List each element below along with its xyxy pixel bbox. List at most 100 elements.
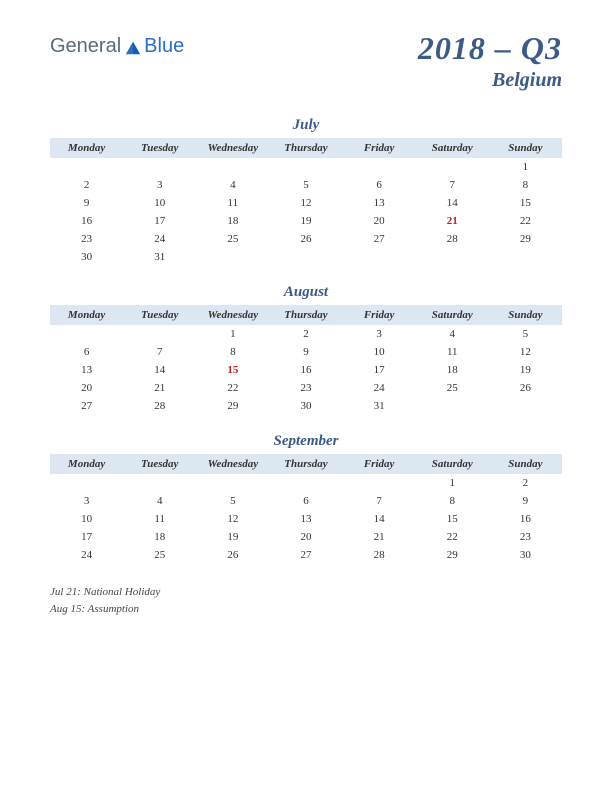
calendar-cell: 17	[123, 212, 196, 230]
calendar-row: 1	[50, 158, 562, 176]
day-header: Saturday	[416, 305, 489, 325]
calendar-cell: 16	[50, 212, 123, 230]
calendar-cell: 28	[416, 230, 489, 248]
calendar-cell: 10	[123, 194, 196, 212]
calendar-cell	[489, 248, 562, 266]
calendar-cell: 8	[416, 492, 489, 510]
calendar-cell: 25	[123, 546, 196, 564]
calendar-cell: 3	[343, 325, 416, 343]
calendar-cell: 16	[269, 361, 342, 379]
calendar-cell: 3	[123, 176, 196, 194]
calendar-row: 20212223242526	[50, 379, 562, 397]
calendar-cell: 1	[196, 325, 269, 343]
calendar-row: 10111213141516	[50, 510, 562, 528]
calendar-cell: 15	[416, 510, 489, 528]
day-header: Wednesday	[196, 138, 269, 158]
calendar-cell	[269, 474, 342, 492]
calendar-cell: 20	[343, 212, 416, 230]
calendar-cell: 5	[489, 325, 562, 343]
calendar-cell: 31	[343, 397, 416, 415]
calendar-cell	[123, 474, 196, 492]
calendar-cell: 7	[343, 492, 416, 510]
calendar-cell	[196, 474, 269, 492]
day-header: Wednesday	[196, 305, 269, 325]
calendar-cell: 5	[196, 492, 269, 510]
calendar-cell: 12	[196, 510, 269, 528]
calendar-row: 3031	[50, 248, 562, 266]
month-block: AugustMondayTuesdayWednesdayThursdayFrid…	[50, 284, 562, 415]
calendar-cell: 27	[343, 230, 416, 248]
calendar-cell: 7	[416, 176, 489, 194]
months-container: JulyMondayTuesdayWednesdayThursdayFriday…	[50, 117, 562, 564]
calendar-cell: 10	[50, 510, 123, 528]
calendar-cell: 22	[489, 212, 562, 230]
calendar-cell: 1	[416, 474, 489, 492]
calendar-cell: 22	[196, 379, 269, 397]
calendar-cell	[343, 248, 416, 266]
day-header: Tuesday	[123, 138, 196, 158]
day-header: Friday	[343, 454, 416, 474]
calendar-cell: 5	[269, 176, 342, 194]
calendar-cell: 27	[50, 397, 123, 415]
holiday-note: Jul 21: National Holiday	[50, 584, 562, 601]
day-header: Tuesday	[123, 454, 196, 474]
calendar-cell: 18	[123, 528, 196, 546]
day-header: Thursday	[269, 305, 342, 325]
calendar-cell: 2	[269, 325, 342, 343]
day-header: Sunday	[489, 305, 562, 325]
month-name: August	[50, 284, 562, 301]
month-name: September	[50, 433, 562, 450]
calendar-cell: 3	[50, 492, 123, 510]
calendar-row: 17181920212223	[50, 528, 562, 546]
month-block: September MondayTuesdayWednesdayThursdayF…	[50, 433, 562, 564]
calendar-cell: 12	[269, 194, 342, 212]
calendar-cell: 26	[489, 379, 562, 397]
calendar-cell: 29	[196, 397, 269, 415]
day-header: Sunday	[489, 138, 562, 158]
calendar-cell: 21	[416, 212, 489, 230]
calendar-table: MondayTuesdayWednesdayThursdayFridaySatu…	[50, 138, 562, 266]
day-header: Wednesday	[196, 454, 269, 474]
calendar-cell	[196, 158, 269, 176]
calendar-cell: 11	[123, 510, 196, 528]
day-header: Thursday	[269, 138, 342, 158]
calendar-cell: 16	[489, 510, 562, 528]
calendar-cell: 4	[196, 176, 269, 194]
calendar-cell: 29	[489, 230, 562, 248]
calendar-cell: 14	[123, 361, 196, 379]
calendar-cell: 8	[196, 343, 269, 361]
calendar-cell: 6	[343, 176, 416, 194]
calendar-row: 16171819202122	[50, 212, 562, 230]
calendar-cell: 15	[489, 194, 562, 212]
calendar-cell: 11	[196, 194, 269, 212]
calendar-cell	[123, 325, 196, 343]
calendar-cell: 4	[416, 325, 489, 343]
calendar-cell	[50, 325, 123, 343]
calendar-cell	[50, 474, 123, 492]
day-header: Thursday	[269, 454, 342, 474]
calendar-cell	[196, 248, 269, 266]
calendar-cell	[123, 158, 196, 176]
calendar-cell	[343, 474, 416, 492]
month-block: JulyMondayTuesdayWednesdayThursdayFriday…	[50, 117, 562, 266]
calendar-cell: 20	[50, 379, 123, 397]
calendar-table: MondayTuesdayWednesdayThursdayFridaySatu…	[50, 454, 562, 564]
calendar-cell	[416, 248, 489, 266]
day-header: Monday	[50, 305, 123, 325]
calendar-row: 13141516171819	[50, 361, 562, 379]
calendar-cell: 7	[123, 343, 196, 361]
calendar-cell: 26	[196, 546, 269, 564]
calendar-cell: 11	[416, 343, 489, 361]
calendar-cell	[269, 248, 342, 266]
calendar-cell: 23	[489, 528, 562, 546]
calendar-cell: 25	[416, 379, 489, 397]
calendar-cell: 19	[489, 361, 562, 379]
holiday-note: Aug 15: Assumption	[50, 601, 562, 618]
calendar-cell: 13	[50, 361, 123, 379]
calendar-cell: 14	[343, 510, 416, 528]
calendar-cell: 22	[416, 528, 489, 546]
calendar-cell: 31	[123, 248, 196, 266]
calendar-cell: 10	[343, 343, 416, 361]
day-header: Monday	[50, 454, 123, 474]
calendar-cell	[416, 397, 489, 415]
